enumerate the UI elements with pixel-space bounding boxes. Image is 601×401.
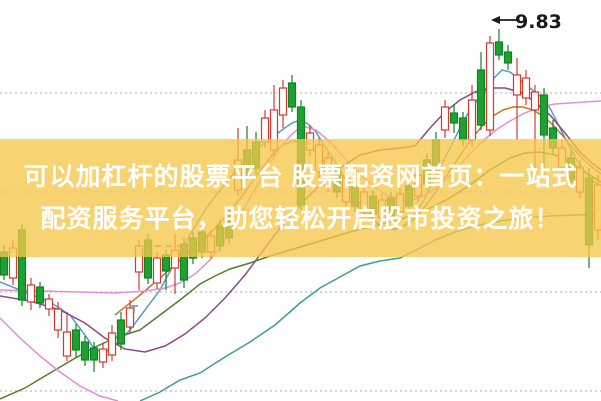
- candle-down: [278, 87, 288, 116]
- candle-up: [161, 254, 171, 272]
- candle-up: [80, 341, 90, 361]
- headline-banner: 可以加杠杆的股票平台 股票配资网首页：一站式 配资服务平台，助您轻松开启股市投资…: [0, 139, 601, 257]
- candle-up: [116, 319, 126, 345]
- candle-up: [539, 94, 549, 136]
- candle-up: [449, 112, 459, 124]
- headline-line2: 配资服务平台，助您轻松开启股市投资之旅！: [40, 205, 561, 233]
- candle-down: [485, 42, 495, 131]
- magenta-left-ma: [0, 317, 119, 401]
- candle-down: [152, 257, 162, 284]
- candle-up: [458, 117, 468, 141]
- candle-up: [287, 82, 297, 108]
- t-marker: [130, 305, 138, 313]
- headline-line1: 可以加杠杆的股票平台 股票配资网首页：一站式: [23, 163, 578, 191]
- candle-down: [44, 298, 54, 310]
- candle-up: [35, 286, 45, 304]
- candle-down: [467, 99, 477, 141]
- candle-up: [71, 329, 81, 351]
- candle-down: [62, 331, 72, 357]
- candle-down: [53, 308, 63, 331]
- candle-up: [503, 51, 513, 64]
- candle-up: [89, 347, 99, 361]
- candle-down: [440, 106, 450, 131]
- candle-down: [530, 91, 540, 111]
- candle-down: [98, 348, 108, 363]
- candle-up: [494, 41, 504, 56]
- price-label: 9.83: [515, 11, 562, 33]
- candle-down: [125, 307, 135, 328]
- price-annotation: 9.83: [491, 11, 562, 33]
- candle-up: [476, 69, 486, 126]
- annotation-arrowhead: [491, 16, 500, 24]
- candle-down: [512, 74, 522, 96]
- candle-down: [26, 284, 36, 303]
- candle-down: [107, 332, 117, 356]
- candle-down: [521, 77, 531, 99]
